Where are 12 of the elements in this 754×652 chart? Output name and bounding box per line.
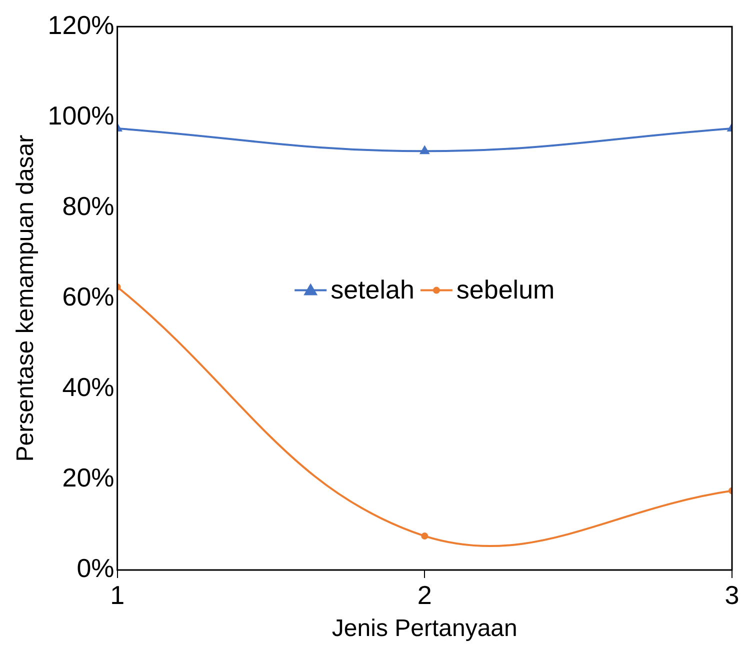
legend-label: setelah xyxy=(330,274,414,304)
y-tick-label: 120% xyxy=(48,10,114,40)
legend-label: sebelum xyxy=(456,274,555,304)
y-axis-title: Persentase kemampuan dasar xyxy=(12,134,40,462)
y-tick-label: 40% xyxy=(62,372,114,402)
x-tick-label: 2 xyxy=(417,580,432,610)
y-tick-label: 80% xyxy=(62,190,114,221)
x-axis-title: Jenis Pertanyaan xyxy=(332,615,518,642)
y-tick-label: 60% xyxy=(62,281,114,312)
x-tick-label: 3 xyxy=(724,580,740,610)
y-tick-label: 100% xyxy=(48,100,114,130)
y-tick-label: 20% xyxy=(62,462,114,493)
